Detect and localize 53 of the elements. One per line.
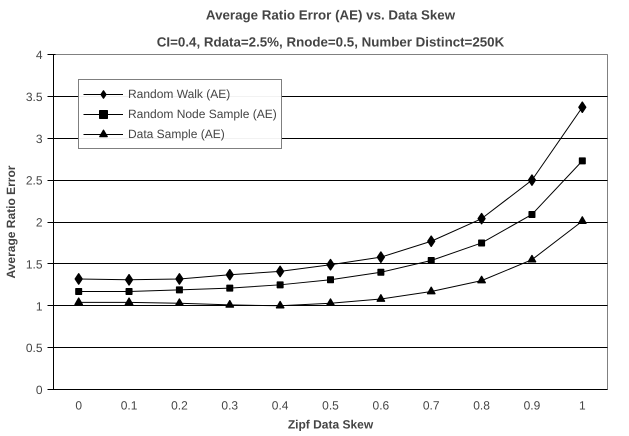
point: [175, 272, 184, 285]
x-tick-label: 0.4: [272, 398, 289, 412]
x-tick-label: 0.1: [120, 398, 138, 412]
y-tick-label: 0.5: [26, 341, 43, 356]
x-tick-label: 0.3: [221, 398, 238, 412]
point: [327, 276, 334, 284]
x-tick-label: 0.2: [171, 398, 188, 412]
y-tick-label: 2: [36, 216, 43, 230]
point: [527, 254, 536, 262]
x-tick-label: 0.6: [372, 398, 390, 412]
point: [326, 258, 335, 271]
point: [477, 276, 486, 284]
point: [75, 288, 82, 296]
point: [124, 274, 134, 286]
y-tick-label: 2.5: [26, 174, 43, 188]
y-tick-label: 3: [36, 132, 43, 146]
chart-title: Average Ratio Error (AE) vs. Data Skew: [206, 8, 456, 22]
point: [176, 286, 183, 294]
point: [226, 284, 234, 292]
point: [276, 265, 284, 278]
y-tick-label: 3.5: [26, 90, 43, 104]
chart-subtitle: CI=0.4, Rdata=2.5%, Rnode=0.5, Number Distinct=250K: [156, 34, 505, 50]
point: [126, 288, 133, 296]
x-tick-label: 0.7: [422, 398, 440, 412]
point: [276, 300, 285, 309]
point: [276, 281, 284, 288]
point: [376, 294, 386, 302]
point: [528, 210, 536, 218]
point: [377, 268, 384, 276]
y-axis-title: Average Ratio Error: [4, 165, 18, 278]
x-tick-label: 0.9: [524, 398, 541, 412]
point: [478, 239, 486, 246]
point: [426, 286, 436, 294]
y-tick-label: 0: [36, 383, 43, 397]
point: [225, 300, 234, 308]
point: [578, 216, 587, 224]
point: [376, 251, 386, 264]
x-tick-label: 0: [75, 398, 82, 412]
x-tick-label: 1: [578, 398, 586, 412]
point: [528, 174, 536, 186]
y-tick-label: 1: [36, 299, 43, 314]
point: [124, 297, 134, 306]
y-tick-label: 4: [36, 48, 43, 62]
point: [477, 212, 486, 225]
legend-label: Random Node Sample (AE): [128, 107, 277, 121]
x-axis-title: Zipf Data Skew: [288, 418, 374, 432]
point: [578, 157, 586, 164]
point: [74, 297, 84, 306]
legend-label: Random Walk (AE): [128, 87, 230, 101]
y-tick-label: 1.5: [26, 257, 43, 272]
x-tick-label: 0.8: [473, 398, 490, 412]
legend-label: Data Sample (AE): [128, 127, 225, 141]
x-tick-label: 0.5: [322, 398, 340, 412]
